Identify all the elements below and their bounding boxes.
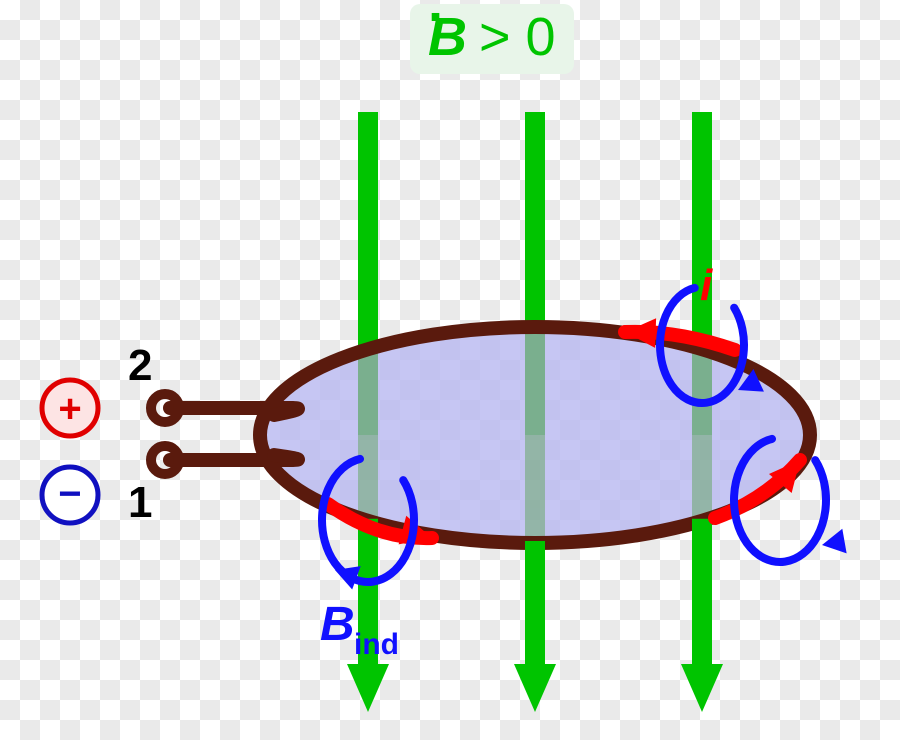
- polarity: +−: [42, 380, 98, 523]
- current-label: i: [700, 261, 713, 310]
- diagram-svg: +− 2 1 i B ind: [0, 0, 900, 740]
- formula-gt0: > 0: [479, 10, 556, 64]
- formula-dot: ·: [428, 0, 446, 44]
- terminal-label-2: 2: [128, 341, 152, 390]
- b-ind-label-sub: ind: [354, 628, 399, 661]
- svg-text:+: +: [58, 387, 81, 431]
- formula-box: · B > 0: [410, 4, 574, 74]
- svg-text:−: −: [58, 472, 81, 516]
- b-ind-label-main: B: [320, 598, 355, 651]
- terminal-label-1: 1: [128, 478, 152, 527]
- field-arrows-front: [347, 519, 723, 712]
